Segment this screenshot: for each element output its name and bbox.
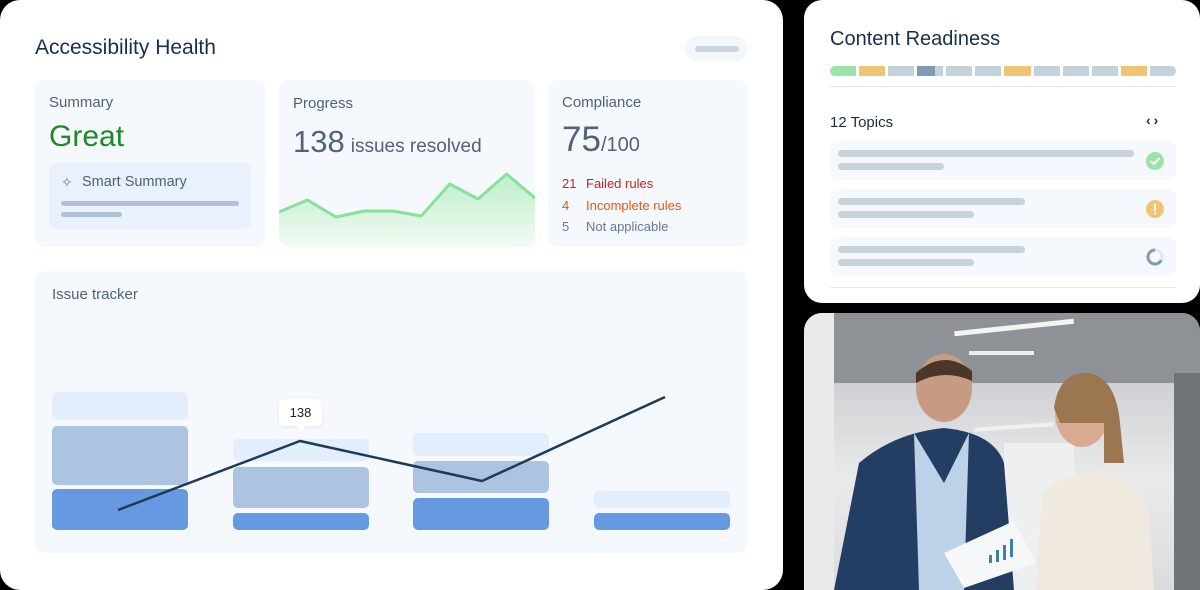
content-readiness-card: Content Readiness 12 Topics ‹› (804, 0, 1200, 303)
smart-summary-box[interactable]: ✧ Smart Summary (49, 163, 251, 229)
bar-2-light[interactable] (233, 439, 369, 461)
readiness-segment (1149, 66, 1176, 76)
topic-item[interactable] (830, 189, 1176, 228)
content-readiness-title: Content Readiness (830, 28, 1001, 50)
compliance-label: Compliance (562, 94, 642, 111)
topic-item[interactable] (830, 237, 1176, 276)
loading-ring-icon (1146, 248, 1164, 266)
summary-status: Great (49, 120, 125, 153)
progress-value: 138 issues resolved (293, 124, 482, 160)
progress-count: 138 (293, 124, 345, 159)
placeholder-line (838, 198, 1025, 205)
bar-1-dark[interactable] (52, 489, 188, 530)
progress-unit: issues resolved (350, 136, 482, 157)
page-title: Accessibility Health (35, 36, 216, 59)
team-photo (804, 313, 1200, 590)
options-pill[interactable] (685, 36, 747, 61)
score-max: /100 (600, 134, 640, 156)
divider (830, 287, 1176, 288)
placeholder-line (61, 201, 239, 206)
incomplete-count: 4 (562, 198, 570, 213)
topics-nav[interactable]: ‹› (1146, 112, 1161, 128)
sparkles-icon: ✧ (61, 174, 73, 190)
placeholder-line (838, 150, 1134, 157)
placeholder-line (838, 163, 944, 170)
bar-4-light[interactable] (594, 491, 730, 508)
exclamation-circle-icon (1146, 200, 1164, 218)
readiness-segment (1062, 66, 1089, 76)
bar-2-mid[interactable] (233, 467, 369, 508)
data-tooltip: 138 (279, 399, 322, 431)
placeholder-line (838, 259, 974, 266)
readiness-segment (888, 66, 915, 76)
photo-illustration (804, 313, 1200, 590)
bar-2-dark[interactable] (233, 513, 369, 530)
progress-sparkline (279, 172, 535, 247)
failed-count: 21 (562, 176, 577, 191)
readiness-segment-bar (830, 66, 1176, 76)
readiness-segment (859, 66, 886, 76)
issue-tracker-tile: Issue tracker 138 (35, 271, 748, 553)
summary-tile: Summary Great ✧ Smart Summary (35, 80, 266, 247)
summary-label: Summary (49, 94, 114, 111)
readiness-segment (975, 66, 1002, 76)
bar-4-dark[interactable] (594, 513, 730, 530)
smart-summary-label: Smart Summary (82, 174, 187, 190)
topics-count: 12 Topics (830, 114, 894, 131)
placeholder-line (61, 212, 122, 217)
bar-3-light[interactable] (413, 433, 549, 456)
readiness-segment (830, 66, 857, 76)
issue-tracker-label: Issue tracker (52, 286, 138, 303)
accessibility-health-card: Accessibility Health Summary Great ✧ Sma… (0, 0, 783, 590)
readiness-segment (917, 66, 944, 76)
score-value: 75 (562, 120, 601, 159)
readiness-segment (1091, 66, 1118, 76)
placeholder-line (838, 211, 974, 218)
readiness-segment (1004, 66, 1031, 76)
na-count: 5 (562, 219, 570, 234)
progress-label: Progress (293, 95, 354, 112)
not-applicable-rules[interactable]: 5 Not applicable (562, 219, 668, 234)
bar-3-mid[interactable] (413, 461, 549, 493)
progress-tile: Progress 138 issues resolved (279, 80, 535, 247)
topic-item[interactable] (830, 141, 1176, 180)
failed-label: Failed rules (586, 176, 654, 191)
incomplete-rules[interactable]: 4 Incomplete rules (562, 198, 681, 213)
readiness-segment (1033, 66, 1060, 76)
chevron-left-icon[interactable]: ‹ (1146, 112, 1154, 128)
check-circle-icon (1146, 152, 1164, 170)
bar-1-mid[interactable] (52, 426, 188, 485)
bar-1-light[interactable] (52, 392, 188, 420)
na-label: Not applicable (586, 219, 669, 234)
readiness-segment (946, 66, 973, 76)
compliance-tile: Compliance 75/100 21 Failed rules 4 Incomp… (548, 80, 748, 247)
incomplete-label: Incomplete rules (586, 198, 682, 213)
placeholder-line (838, 246, 1025, 253)
readiness-segment (1120, 66, 1147, 76)
bar-3-dark[interactable] (413, 498, 549, 530)
failed-rules[interactable]: 21 Failed rules (562, 176, 653, 191)
divider (830, 86, 1176, 87)
compliance-score: 75/100 (562, 120, 640, 160)
chevron-right-icon[interactable]: › (1153, 112, 1162, 128)
